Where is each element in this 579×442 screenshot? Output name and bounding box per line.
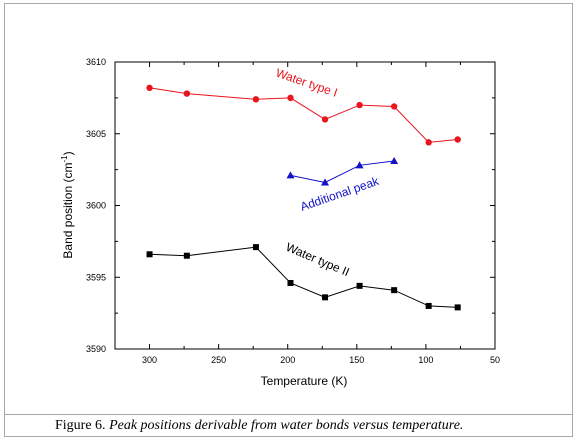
y-tick-label: 3610 [86,57,106,67]
caption-text: Peak positions derivable from water bond… [109,418,464,433]
data-point-water-type-ii [391,287,398,294]
series-layer [146,84,461,311]
data-point-water-type-ii [146,251,153,258]
figure-frame [4,3,573,437]
data-point-water-type-i [356,101,363,109]
x-axis-title: Temperature (K) [261,374,348,388]
data-point-water-type-i [425,139,432,146]
data-point-water-type-ii [356,282,363,289]
y-axis-title: Band position (cm-1) [60,151,75,258]
data-point-additional-peak [355,161,364,169]
y-tick-label: 3605 [86,129,106,139]
data-point-water-type-i [252,96,260,103]
figure-caption: Figure 6. Peak positions derivable from … [55,418,463,434]
x-tick-label: 100 [418,355,433,365]
data-point-water-type-ii [454,304,461,311]
data-point-water-type-ii [287,279,294,286]
data-point-water-type-ii [425,302,432,309]
data-point-water-type-i [183,90,191,97]
data-point-water-type-i [146,84,153,92]
series-line-additional-peak [290,160,395,184]
data-point-additional-peak [286,171,295,179]
data-point-water-type-ii [183,252,190,259]
x-tick-label: 300 [142,355,157,365]
caption-label: Figure 6. [55,418,106,433]
axis-ticks: 300 250 200 150 100 50 3590 3595 3600 3605 3610 [86,57,500,365]
data-point-water-type-ii [322,294,329,301]
data-point-additional-peak [390,157,399,165]
data-point-water-type-i [321,116,329,123]
data-point-water-type-ii [252,244,259,251]
data-point-water-type-i [390,103,398,110]
y-tick-label: 3600 [86,201,106,211]
series-label-water-type-1: Water type I [274,66,339,100]
series-label-water-type-2: Water type II [284,240,352,279]
x-tick-label: 50 [490,355,500,365]
x-tick-label: 250 [211,355,226,365]
data-point-additional-peak [321,178,330,186]
series-line-water-type-i [149,87,458,143]
caption-divider [4,414,573,415]
y-axis-unit-superscript: -1 [60,155,69,163]
data-point-water-type-i [287,94,294,102]
y-tick-label: 3590 [86,344,106,354]
y-tick-label: 3595 [86,272,106,282]
x-tick-label: 150 [349,355,364,365]
x-tick-label: 200 [280,355,295,365]
data-point-water-type-i [454,136,461,143]
